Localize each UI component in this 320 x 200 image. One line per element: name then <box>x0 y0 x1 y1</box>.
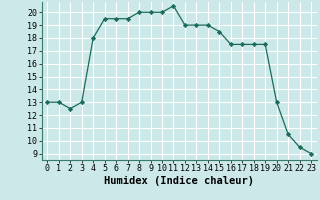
X-axis label: Humidex (Indice chaleur): Humidex (Indice chaleur) <box>104 176 254 186</box>
